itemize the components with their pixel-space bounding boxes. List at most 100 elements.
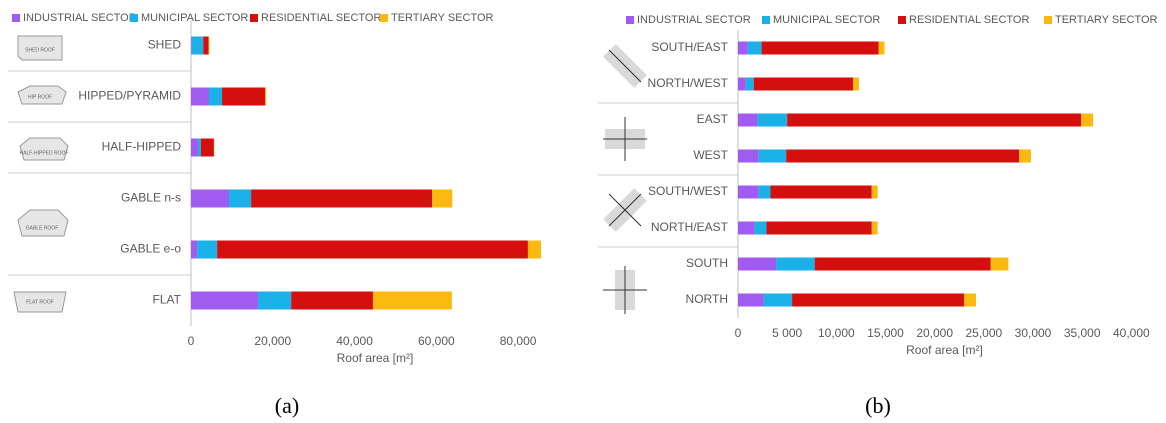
bar-segment	[738, 257, 777, 271]
category-label: NORTH/WEST	[648, 76, 729, 90]
category-label: NORTH/EAST	[651, 220, 729, 234]
caption: (b)	[865, 393, 891, 418]
bar-segment	[747, 41, 762, 55]
bar-segment	[738, 185, 759, 199]
bar-segment	[770, 185, 872, 199]
bar-segment	[208, 36, 210, 55]
x-tick-label: 20,000	[254, 334, 291, 348]
bar-segment	[757, 113, 788, 127]
x-tick-label: 30,000	[1015, 326, 1052, 340]
legend-swatch	[12, 14, 20, 22]
bar-segment	[291, 291, 373, 310]
bar-segment	[191, 291, 259, 310]
gable-icon	[17, 209, 69, 237]
legend-label: INDUSTRIAL SECTOR	[637, 14, 751, 26]
bar-segment	[191, 87, 209, 106]
bar-segment	[787, 113, 1082, 127]
bar-segment	[758, 149, 787, 163]
roof-icons	[13, 35, 69, 313]
bar-segment	[738, 41, 748, 55]
x-tick-label: 80,000	[500, 334, 537, 348]
x-tick-label: 60,000	[418, 334, 455, 348]
category-label: SHED	[148, 38, 182, 52]
bar-segment	[776, 257, 815, 271]
bar-segment	[761, 41, 879, 55]
bar-segment	[786, 149, 1020, 163]
bar-segment	[1019, 149, 1032, 163]
bar-segment	[432, 189, 453, 208]
x-tick-label: 25,000	[965, 326, 1002, 340]
bar-segment	[753, 77, 854, 91]
bar-segment	[878, 41, 885, 55]
bar-segment	[258, 291, 292, 310]
bar-segment	[763, 293, 793, 307]
x-tick-label: 40,000	[1113, 326, 1150, 340]
category-label: EAST	[697, 112, 729, 126]
hip-icon	[17, 85, 67, 105]
bar-segment	[871, 221, 878, 235]
category-label: HIPPED/PYRAMID	[78, 89, 181, 103]
compass-icons	[603, 44, 647, 314]
bar-segment	[964, 293, 976, 307]
half-hip-icon	[19, 137, 69, 161]
bar-segment	[738, 149, 759, 163]
bar-segment	[191, 36, 204, 55]
category-label: SOUTH	[686, 256, 728, 270]
bar-segment	[251, 189, 433, 208]
x-tick-label: 5 000	[772, 326, 802, 340]
category-label: HALF-HIPPED	[102, 140, 182, 154]
x-tick-label: 0	[188, 334, 195, 348]
bar-segment	[191, 138, 198, 157]
bar-segment	[191, 189, 230, 208]
icon-label: HIP ROOF	[28, 94, 52, 100]
legend-swatch	[250, 14, 258, 22]
bar-segment	[745, 77, 754, 91]
legend-label: RESIDENTIAL SECTOR	[261, 12, 381, 24]
icon-label: FLAT ROOF	[26, 299, 54, 305]
bar-segment	[265, 87, 267, 106]
x-tick-label: 40,000	[336, 334, 373, 348]
group-separators	[8, 70, 738, 276]
x-axis-title: Roof area [m²]	[906, 343, 983, 357]
legend-label: TERTIARY SECTOR	[391, 12, 494, 24]
bar-segment	[738, 293, 764, 307]
x-tick-label: 35,000	[1064, 326, 1101, 340]
legend-label: TERTIARY SECTOR	[1055, 14, 1158, 26]
bar-segment	[191, 240, 198, 259]
x-tick-label: 20,000	[916, 326, 953, 340]
bar-segment	[222, 87, 266, 106]
shed-icon	[17, 35, 63, 61]
bar-segment	[1081, 113, 1093, 127]
caption: (a)	[275, 393, 299, 418]
legend-swatch	[762, 16, 770, 24]
legend-swatch	[626, 16, 634, 24]
legend-label: MUNICIPAL SECTOR	[141, 12, 248, 24]
bar-segment	[527, 240, 542, 259]
bar-segment	[197, 138, 201, 157]
category-label: SOUTH/EAST	[651, 40, 728, 54]
category-label: FLAT	[153, 293, 182, 307]
bar-segment	[754, 221, 767, 235]
x-tick-label: 10,000	[818, 326, 855, 340]
bar-segment	[738, 77, 746, 91]
legend-swatch	[1044, 16, 1052, 24]
legend-swatch	[898, 16, 906, 24]
legend-swatch	[380, 14, 388, 22]
bar-segment	[758, 185, 771, 199]
bar-segment	[197, 240, 218, 259]
legend-label: MUNICIPAL SECTOR	[773, 14, 880, 26]
icon-label: GABLE ROOF	[26, 225, 59, 231]
x-tick-label: 15,000	[867, 326, 904, 340]
bar-segment	[766, 221, 872, 235]
bar-segment	[738, 113, 758, 127]
flat-icon	[13, 291, 67, 313]
bar-segment	[208, 87, 223, 106]
bar-segment	[814, 257, 991, 271]
bar-segment	[217, 240, 528, 259]
category-label: WEST	[693, 148, 728, 162]
bar-segment	[229, 189, 252, 208]
legend-swatch	[130, 14, 138, 22]
category-label: GABLE n-s	[121, 191, 181, 205]
bar-segment	[372, 291, 452, 310]
category-label: GABLE e-o	[120, 242, 181, 256]
